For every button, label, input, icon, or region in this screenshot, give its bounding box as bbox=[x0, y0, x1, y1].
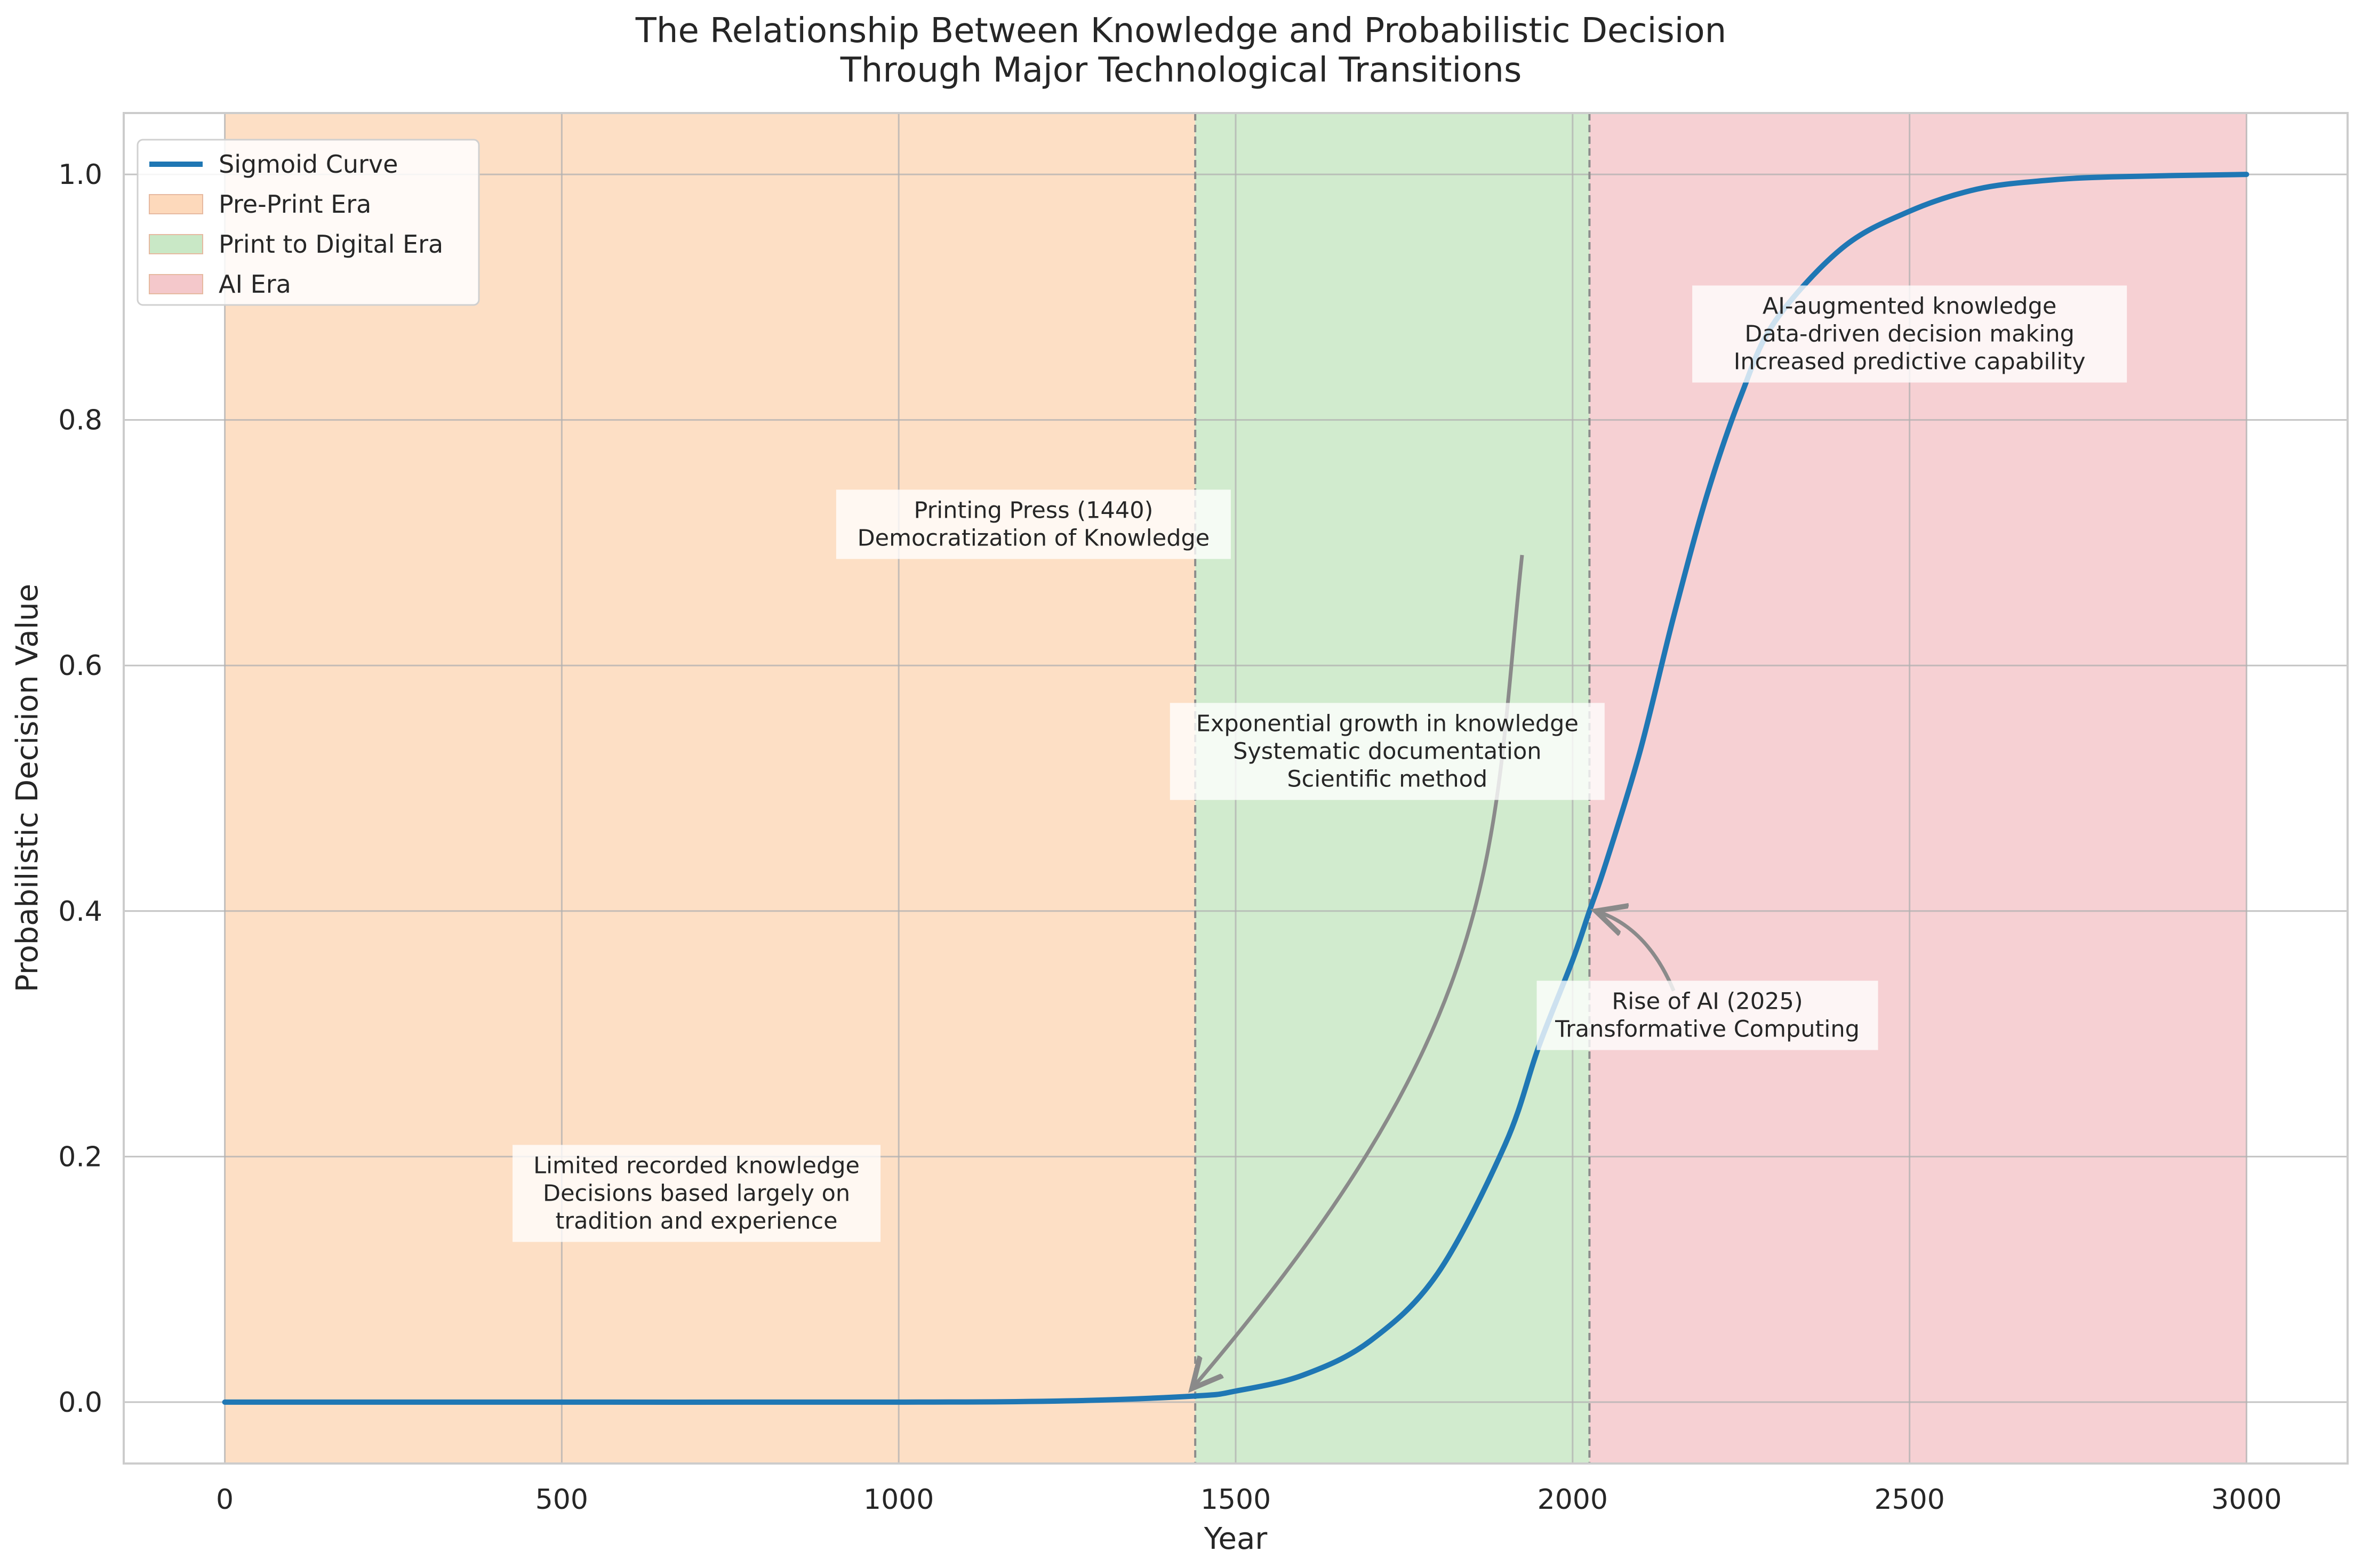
plot-frame bbox=[123, 112, 2349, 1465]
annotation-box-4 bbox=[1692, 285, 2127, 383]
x-tick-label-6: 3000 bbox=[2211, 1484, 2281, 1516]
annotation-0: Printing Press (1440)Democratization of … bbox=[836, 489, 1231, 559]
legend-label-1: Pre-Print Era bbox=[219, 190, 371, 219]
legend-label-2: Print to Digital Era bbox=[219, 230, 443, 259]
annotation-4-line-0: AI-augmented knowledge bbox=[1763, 293, 2056, 319]
annotation-box-3 bbox=[1170, 703, 1605, 800]
legend-swatch-2 bbox=[149, 234, 203, 254]
legend-label-3: AI Era bbox=[219, 270, 291, 299]
legend-swatch-1 bbox=[149, 194, 203, 214]
annotation-3-line-1: Systematic documentation bbox=[1233, 738, 1541, 765]
x-tick-label-2: 1000 bbox=[863, 1484, 934, 1516]
x-tick-label-4: 2000 bbox=[1538, 1484, 1608, 1516]
x-tick-label-5: 2500 bbox=[1874, 1484, 1944, 1516]
era-band-0 bbox=[225, 113, 1196, 1464]
annotation-2-line-2: tradition and experience bbox=[556, 1208, 838, 1234]
annotation-1-line-1: Transformative Computing bbox=[1555, 1016, 1860, 1043]
annotation-box-0 bbox=[836, 489, 1231, 559]
annotation-2-line-1: Decisions based largely on bbox=[543, 1180, 850, 1207]
y-tick-label-0: 0.0 bbox=[58, 1387, 102, 1419]
series-line-0 bbox=[222, 172, 2249, 1405]
x-axis-label: Year bbox=[1204, 1522, 1268, 1556]
y-tick-label-2: 0.4 bbox=[58, 896, 102, 928]
annotation-0-line-0: Printing Press (1440) bbox=[914, 497, 1153, 524]
x-tick-label-3: 1500 bbox=[1200, 1484, 1271, 1516]
annotation-4-line-2: Increased predictive capability bbox=[1734, 348, 2086, 375]
annotation-box-2 bbox=[513, 1145, 881, 1242]
annotation-3-line-0: Exponential growth in knowledge bbox=[1196, 710, 1579, 737]
annotation-arrow-1 bbox=[1596, 911, 1676, 992]
y-tick-label-3: 0.6 bbox=[58, 650, 102, 682]
y-axis-label: Probabilistic Decision Value bbox=[10, 584, 45, 992]
x-tick-label-1: 500 bbox=[535, 1484, 588, 1516]
annotation-0-line-1: Democratization of Knowledge bbox=[858, 525, 1210, 551]
y-tick-label-4: 0.8 bbox=[58, 405, 102, 437]
legend-box bbox=[137, 139, 480, 306]
annotation-1: Rise of AI (2025)Transformative Computin… bbox=[1536, 980, 1878, 1050]
annotation-1-line-0: Rise of AI (2025) bbox=[1612, 988, 1803, 1015]
y-tick-label-5: 1.0 bbox=[58, 159, 102, 191]
chart-title-line-1: The Relationship Between Knowledge and P… bbox=[635, 11, 1727, 51]
x-tick-label-0: 0 bbox=[216, 1484, 234, 1516]
annotation-arrow-0 bbox=[1192, 554, 1524, 1388]
y-tick-label-1: 0.2 bbox=[58, 1141, 102, 1173]
annotation-box-1 bbox=[1536, 980, 1878, 1050]
annotation-3: Exponential growth in knowledgeSystemati… bbox=[1170, 703, 1605, 800]
annotation-3-line-2: Scientific method bbox=[1287, 766, 1487, 792]
chart-title-line-2: Through Major Technological Transitions bbox=[840, 51, 1522, 90]
legend-label-0: Sigmoid Curve bbox=[219, 150, 398, 179]
legend-swatch-3 bbox=[149, 274, 203, 294]
annotation-2-line-0: Limited recorded knowledge bbox=[533, 1152, 860, 1179]
annotation-4-line-1: Data-driven decision making bbox=[1744, 320, 2074, 347]
